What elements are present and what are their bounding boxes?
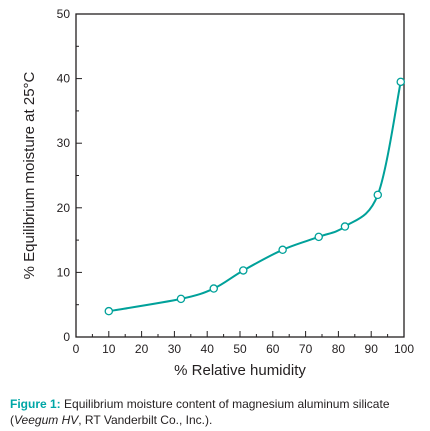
x-tick-label: 10 <box>102 342 116 356</box>
chart-axes <box>75 13 405 338</box>
x-axis-title: % Relative humidity <box>174 362 306 379</box>
x-tick-label: 100 <box>394 342 414 356</box>
data-point <box>314 232 323 242</box>
x-tick-label: 20 <box>135 342 149 356</box>
y-tick-label: 30 <box>57 136 71 150</box>
y-tick-label: 0 <box>63 330 70 344</box>
y-tick-label: 10 <box>57 265 71 279</box>
data-point <box>396 77 405 87</box>
chart-points <box>104 77 405 316</box>
data-point <box>340 222 350 231</box>
x-tick-label: 30 <box>168 342 182 356</box>
caption-product-name: Veegum HV <box>14 413 79 427</box>
moisture-chart: 0 10 20 30 40 50 60 70 80 90 100 0 10 20 30 40 50 % Rela… <box>21 7 415 379</box>
data-point <box>176 294 186 304</box>
plot-frame <box>75 13 405 338</box>
chart-curve-layer <box>108 81 402 313</box>
x-tick-label: 0 <box>73 342 80 356</box>
x-tick-label: 60 <box>266 342 280 356</box>
y-axis-title: % Equilibrium moisture at 25°C <box>21 71 38 279</box>
data-point <box>239 266 248 275</box>
x-tick-label: 40 <box>201 342 215 356</box>
figure-caption: Figure 1: Equilibrium moisture content o… <box>10 396 425 428</box>
caption-paren-open: ( <box>10 413 14 427</box>
data-point <box>373 190 383 200</box>
x-tick-label: 80 <box>332 342 346 356</box>
caption-text: Equilibrium moisture content of magnesiu… <box>64 397 390 411</box>
x-tick-label: 70 <box>299 342 313 356</box>
caption-figure-label: Figure 1: <box>10 397 61 411</box>
caption-source: , RT Vanderbilt Co., Inc.). <box>78 413 213 427</box>
y-tick-label: 50 <box>57 7 71 21</box>
x-tick-label: 90 <box>365 342 379 356</box>
y-tick-label: 20 <box>57 201 71 215</box>
x-tick-label: 50 <box>233 342 247 356</box>
data-point <box>209 284 219 293</box>
data-point <box>104 306 114 316</box>
y-tick-label: 40 <box>57 72 71 86</box>
chart-ticks: 0 10 20 30 40 50 60 70 80 90 100 0 10 20 30 40 50 <box>57 7 415 356</box>
data-point <box>278 245 287 255</box>
series-line <box>108 81 402 313</box>
